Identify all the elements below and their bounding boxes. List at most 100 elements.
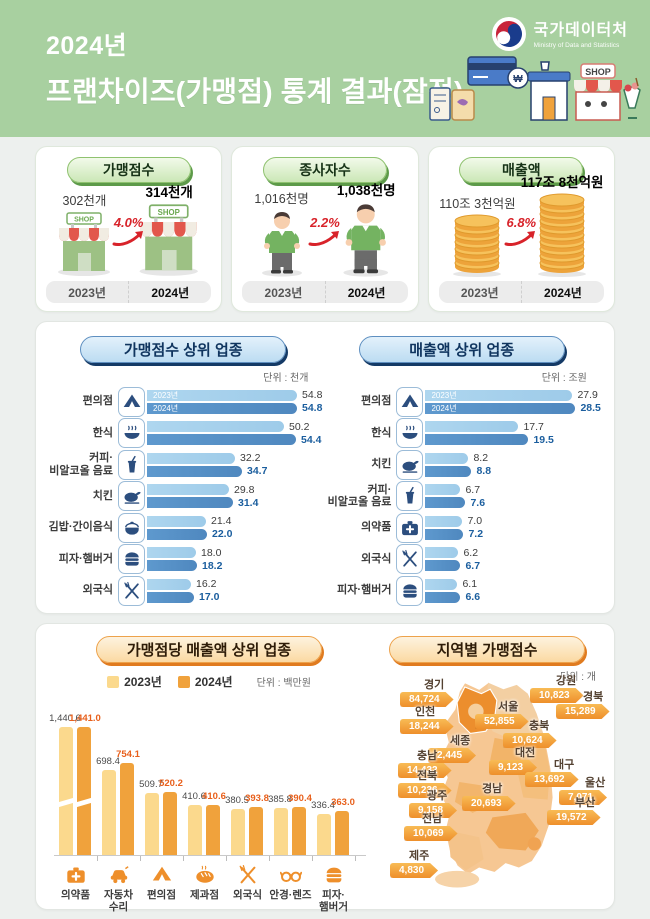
prev-year-label: 2023년 bbox=[68, 285, 106, 300]
category-label: 커피· 비알코올 음료 bbox=[327, 483, 392, 509]
bar-2023 bbox=[274, 808, 288, 855]
value-2024: 18.2 bbox=[202, 559, 223, 572]
category-icon-chip bbox=[118, 386, 145, 417]
category-icon-chip bbox=[396, 418, 424, 449]
bar-2024 bbox=[147, 560, 197, 572]
region-name-울산: 울산 bbox=[585, 777, 606, 789]
value-2023: 410.6 bbox=[182, 791, 206, 802]
value-2023: 509.7 bbox=[139, 779, 163, 790]
bar-2023 bbox=[425, 578, 458, 590]
bar-2024 bbox=[425, 591, 461, 603]
value-2023: 32.2 bbox=[240, 452, 261, 465]
bar-2023 bbox=[188, 805, 202, 855]
coin-stack-icon bbox=[538, 193, 587, 277]
value-2024: 54.8 bbox=[302, 402, 323, 415]
category-label: 편의점 bbox=[82, 395, 113, 408]
drink-cup-icon bbox=[127, 455, 136, 473]
first-aid-icon bbox=[402, 520, 418, 535]
title-main: 프랜차이즈(가맹점) 통계 결과(잠정) bbox=[46, 76, 464, 107]
change-indicator: 2.2% bbox=[295, 215, 355, 251]
value-2024: 31.4 bbox=[238, 496, 259, 509]
chart-legend: 2023년 2024년 단위 : 백만원 bbox=[48, 673, 370, 690]
page-title: 2024년 프랜차이즈(가맹점) 통계 결과(잠정) bbox=[46, 26, 464, 110]
value-2023: 29.8 bbox=[234, 483, 255, 496]
legend-2023: 2023년 bbox=[107, 673, 162, 690]
category-label: 자동차 수리 bbox=[104, 889, 133, 914]
bar-2024 bbox=[75, 727, 93, 855]
series-label-2023: 2023년 bbox=[431, 390, 457, 400]
prev-value: 1,016천명 bbox=[254, 192, 309, 206]
bar-row-0: 편의점 2023년 27.9 2024년 28.5 bbox=[324, 386, 601, 418]
bar-2023 bbox=[147, 515, 206, 527]
curr-year-label: 2024년 bbox=[324, 281, 408, 303]
page-header: 2024년 프랜차이즈(가맹점) 통계 결과(잠정) 국가데이터처 Minist… bbox=[0, 0, 650, 137]
bar-2023 bbox=[425, 547, 459, 559]
bar-2023 bbox=[317, 814, 331, 855]
pot-icon bbox=[124, 521, 139, 535]
bar-2024 bbox=[206, 805, 220, 855]
chicken-icon bbox=[402, 460, 419, 473]
bar-2024 bbox=[292, 807, 306, 855]
year-band: 2023년 2024년 bbox=[46, 281, 212, 303]
stat-card-0: 가맹점수 302천개 SHOP 4.0% 314천개 SHOP 2023년 2024년 bbox=[35, 146, 223, 312]
bar-2023 bbox=[425, 515, 463, 527]
bar-2023 bbox=[147, 547, 196, 559]
region-value-경북: 15,289 bbox=[556, 701, 610, 719]
value-2023: 17.7 bbox=[523, 420, 544, 433]
value-2023: 385.8 bbox=[268, 794, 292, 805]
bar-2023 bbox=[145, 793, 159, 855]
bar-row-2: 치킨 8.2 8.8 bbox=[324, 449, 600, 481]
region-value-인천: 18,244 bbox=[400, 716, 454, 734]
axis-tick bbox=[226, 856, 227, 861]
agency-name: 국가데이터처 bbox=[533, 22, 628, 39]
plot-area: 1,440.6 1,441.0 698.4 754.1 509.7 520.2 410.6 4… bbox=[49, 704, 366, 861]
series-label-2024: 2024년 bbox=[431, 403, 457, 413]
bar-2023 bbox=[102, 770, 116, 855]
axis-break-icon bbox=[75, 797, 93, 808]
region-value-경남: 20,693 bbox=[462, 793, 516, 811]
region-value-전북: 10,236 bbox=[398, 780, 452, 798]
taegeuk-icon bbox=[491, 17, 526, 51]
bar-2024 bbox=[425, 528, 464, 540]
change-indicator: 4.0% bbox=[99, 215, 159, 251]
value-2023: 50.2 bbox=[289, 420, 310, 433]
curr-year-figure: 1,038천명 bbox=[337, 179, 396, 277]
agency-name-en: Ministry of Data and Statistics bbox=[533, 42, 620, 49]
legend-swatch-2023-icon bbox=[107, 675, 120, 688]
category-label: 제과점 bbox=[190, 889, 219, 901]
value-2023: 18.0 bbox=[201, 546, 222, 559]
prev-value: 110조 3천억원 bbox=[439, 197, 516, 211]
stat-card-2: 매출액 110조 3천억원 6.8% 117조 8천억원 2023년 2024년 bbox=[427, 146, 615, 312]
region-value-충북: 10,624 bbox=[503, 730, 557, 748]
value-2023: 16.2 bbox=[196, 578, 217, 591]
region-name-대전: 대전 bbox=[515, 747, 536, 759]
category-icon-chip bbox=[396, 575, 424, 606]
value-2024: 22.0 bbox=[212, 528, 233, 541]
value-2023: 54.8 bbox=[302, 389, 323, 402]
chart-unit: 단위 : 백만원 bbox=[256, 678, 311, 689]
curr-value: 314천개 bbox=[145, 185, 193, 201]
stores-top-chart: 가맹점수 상위 업종 단위 : 천개 편의점 2023년 54.8 2024년 54.8 한식… bbox=[44, 334, 322, 613]
value-2023: 698.4 bbox=[96, 756, 120, 767]
bar-2024: 2024년 bbox=[425, 402, 576, 414]
year-band: 2023년 2024년 bbox=[242, 281, 408, 303]
bar-2023 bbox=[147, 421, 284, 433]
value-2023: 1,440.6 bbox=[49, 713, 81, 724]
bar-2023 bbox=[147, 452, 235, 464]
sales-top-chart: 매출액 상위 업종 단위 : 조원 편의점 2023년 27.9 2024년 28.5 한식 1… bbox=[322, 334, 601, 613]
category-icon-chip bbox=[118, 449, 145, 480]
curr-year-figure: 117조 8천억원 bbox=[521, 171, 603, 277]
region-name-강원: 강원 bbox=[556, 675, 577, 687]
bar-2024 bbox=[120, 763, 134, 855]
category-icon-chip bbox=[396, 512, 424, 543]
industry-charts-panel: 가맹점수 상위 업종 단위 : 천개 편의점 2023년 54.8 2024년 54.8 한식… bbox=[35, 321, 615, 614]
category-icons-row bbox=[54, 864, 366, 886]
value-2024: 1,441.0 bbox=[69, 713, 101, 724]
agency-logo: 국가데이터처 Ministry of Data and Statistics bbox=[491, 16, 628, 52]
axis-tick bbox=[140, 856, 141, 861]
chart-title: 가맹점수 상위 업종 bbox=[80, 336, 287, 363]
bar-row-1: 한식 17.7 19.5 bbox=[324, 418, 600, 450]
increase-arrow-icon bbox=[504, 231, 536, 246]
stat-card-1: 종사자수 1,016천명 2.2% 1,038천명 2023년 2024년 bbox=[231, 146, 419, 312]
region-value-서울: 52,855 bbox=[475, 711, 529, 729]
